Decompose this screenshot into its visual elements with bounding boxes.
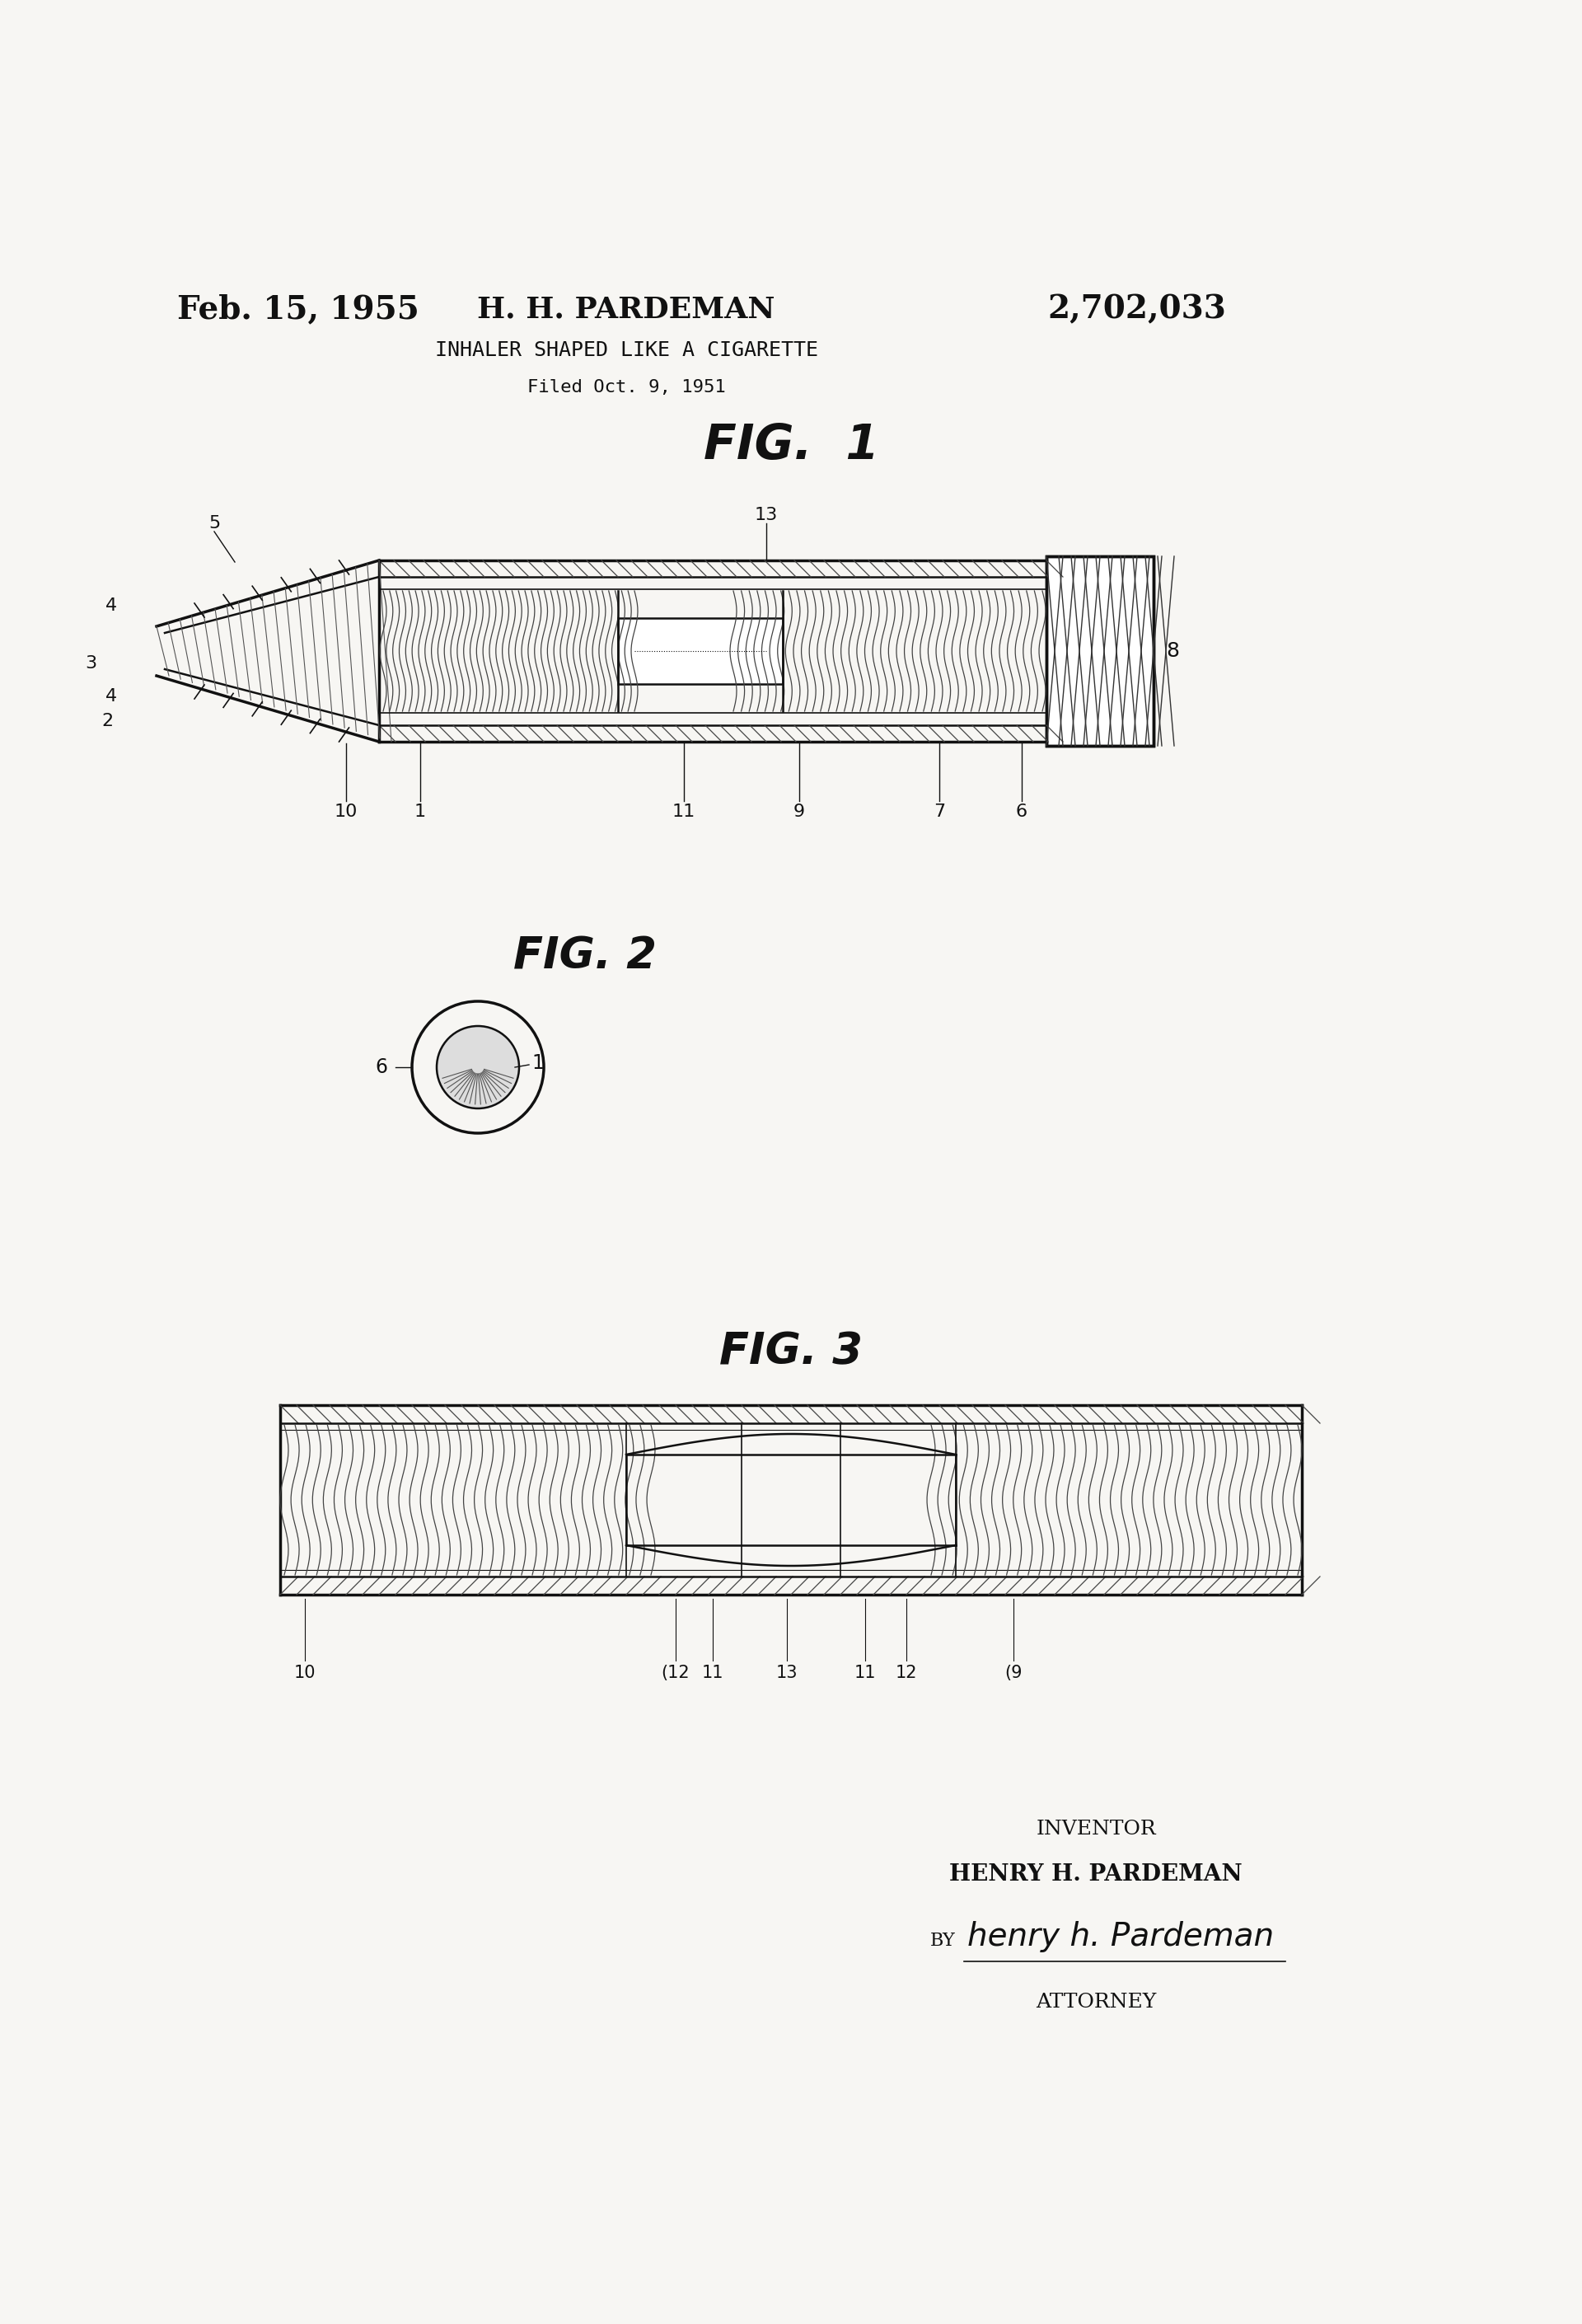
Text: FIG. 3: FIG. 3 bbox=[720, 1329, 862, 1373]
Text: FIG.  1: FIG. 1 bbox=[704, 421, 878, 469]
Text: 5: 5 bbox=[209, 516, 220, 532]
Text: ATTORNEY: ATTORNEY bbox=[1036, 1994, 1156, 2013]
Text: 2,702,033: 2,702,033 bbox=[1047, 293, 1226, 325]
Text: HENRY H. PARDEMAN: HENRY H. PARDEMAN bbox=[949, 1864, 1242, 1887]
Polygon shape bbox=[619, 618, 783, 683]
Text: 4: 4 bbox=[106, 597, 117, 614]
Text: H. H. PARDEMAN: H. H. PARDEMAN bbox=[478, 295, 775, 323]
Text: 2: 2 bbox=[101, 713, 112, 730]
Text: (12: (12 bbox=[661, 1664, 690, 1680]
Text: Feb. 15, 1955: Feb. 15, 1955 bbox=[177, 293, 419, 325]
Text: 7: 7 bbox=[933, 804, 944, 820]
Text: 4: 4 bbox=[106, 688, 117, 704]
Text: 6: 6 bbox=[1016, 804, 1028, 820]
Text: (9: (9 bbox=[1005, 1664, 1022, 1680]
Text: INVENTOR: INVENTOR bbox=[1036, 1820, 1156, 1838]
Text: 11: 11 bbox=[672, 804, 696, 820]
Polygon shape bbox=[1046, 555, 1153, 746]
Text: henry h. Pardeman: henry h. Pardeman bbox=[967, 1922, 1274, 1952]
Text: 3: 3 bbox=[85, 655, 97, 672]
Text: 9: 9 bbox=[794, 804, 805, 820]
Text: 12: 12 bbox=[895, 1664, 918, 1680]
Text: INHALER SHAPED LIKE A CIGARETTE: INHALER SHAPED LIKE A CIGARETTE bbox=[435, 339, 818, 360]
Text: 13: 13 bbox=[775, 1664, 797, 1680]
Text: 11: 11 bbox=[854, 1664, 876, 1680]
Text: 1: 1 bbox=[414, 804, 426, 820]
Text: 10: 10 bbox=[294, 1664, 316, 1680]
Text: Filed Oct. 9, 1951: Filed Oct. 9, 1951 bbox=[527, 379, 726, 395]
Text: 8: 8 bbox=[1166, 641, 1179, 660]
Text: 10: 10 bbox=[334, 804, 358, 820]
Text: 11: 11 bbox=[702, 1664, 723, 1680]
Text: FIG. 2: FIG. 2 bbox=[513, 934, 657, 978]
Text: 13: 13 bbox=[755, 507, 778, 523]
Text: BY: BY bbox=[930, 1931, 956, 1950]
Text: 6: 6 bbox=[375, 1057, 388, 1076]
Circle shape bbox=[437, 1025, 519, 1109]
Text: 1: 1 bbox=[532, 1053, 544, 1074]
